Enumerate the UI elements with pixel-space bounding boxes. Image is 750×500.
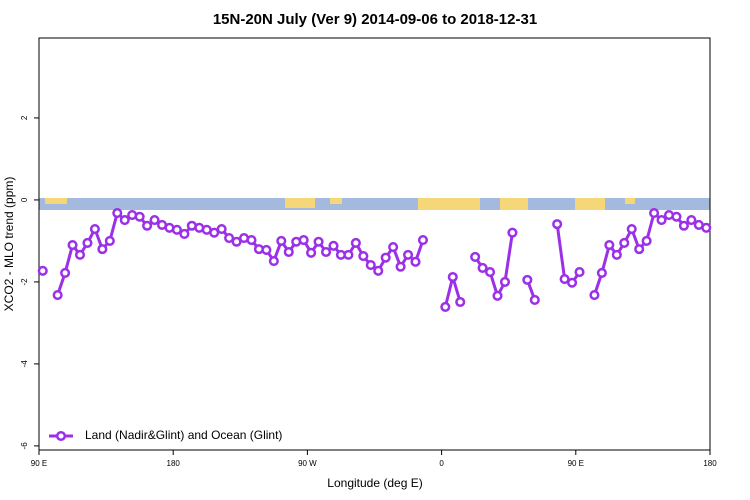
data-point (149, 214, 160, 226)
data-point (231, 236, 242, 247)
data-point (492, 290, 503, 301)
data-point (119, 214, 130, 226)
data-point (306, 247, 317, 258)
data-point (373, 265, 384, 276)
data-point (179, 228, 190, 240)
data-point (455, 296, 466, 308)
data-point (276, 235, 287, 246)
data-point (52, 289, 63, 301)
data-point (522, 274, 533, 285)
data-point (410, 256, 421, 267)
data-point (112, 207, 123, 219)
data-point (574, 267, 585, 278)
data-point (37, 265, 48, 276)
x-tick-label: 0 (439, 459, 444, 468)
data-point (507, 227, 518, 238)
y-tick-label: -4 (20, 360, 29, 368)
x-tick-label: 180 (167, 459, 181, 468)
data-point (171, 224, 182, 235)
data-point (313, 236, 324, 247)
x-tick-label: 90 E (568, 459, 584, 468)
data-point (678, 220, 689, 231)
data-point (619, 237, 630, 249)
data-point (67, 239, 78, 251)
data-point (365, 260, 376, 271)
data-point (477, 262, 488, 274)
x-tick-label: 90 E (31, 459, 47, 468)
data-point (395, 261, 406, 272)
data-point (142, 220, 153, 231)
data-point (380, 252, 391, 263)
data-point (268, 255, 279, 267)
data-point (134, 211, 145, 222)
data-point (701, 222, 712, 233)
data-point (604, 239, 615, 251)
data-point (470, 251, 481, 262)
y-tick-label: 2 (20, 115, 29, 120)
x-tick-label: 180 (703, 459, 717, 468)
data-point (552, 219, 563, 230)
data-point (350, 237, 361, 249)
data-point (611, 249, 622, 260)
data-point (559, 274, 570, 285)
plot-frame (38, 37, 711, 451)
data-point (447, 271, 458, 283)
data-point (82, 237, 93, 249)
data-point (671, 211, 682, 222)
x-axis-label: Longitude (deg E) (327, 476, 422, 490)
data-point (686, 214, 697, 226)
y-tick-label: -2 (20, 278, 29, 286)
y-tick-label: 0 (20, 197, 29, 202)
legend-label: Land (Nadir&Glint) and Ocean (Glint) (85, 428, 282, 442)
data-point (97, 244, 108, 255)
data-point (388, 242, 399, 253)
data-point (529, 294, 540, 306)
map-strip (39, 198, 710, 210)
data-point (89, 223, 100, 235)
x-tick-label: 90 W (298, 459, 317, 468)
data-point (440, 301, 451, 312)
data-point (485, 267, 496, 278)
data-point (298, 235, 309, 246)
data-point (224, 233, 235, 244)
data-point (589, 289, 600, 301)
data-point (567, 277, 578, 288)
data-point (328, 240, 339, 251)
data-point (649, 207, 660, 219)
data-point (343, 249, 354, 260)
y-tick-label: -6 (20, 442, 29, 450)
data-point (626, 223, 637, 235)
data-point (417, 235, 429, 246)
data-point (104, 235, 115, 246)
data-point (74, 249, 86, 260)
data-point (358, 251, 369, 262)
data-point (656, 214, 667, 226)
data-point (320, 246, 332, 258)
data-point (209, 227, 220, 238)
data-point (641, 235, 652, 246)
data-point (216, 223, 227, 235)
data-point (499, 276, 511, 287)
data-point (60, 267, 71, 278)
legend-marker (55, 430, 67, 442)
data-point (261, 244, 272, 255)
data-point (596, 267, 607, 278)
data-point (246, 235, 257, 246)
data-point (634, 244, 645, 255)
chart-title: 15N-20N July (Ver 9) 2014-09-06 to 2018-… (213, 11, 537, 28)
data-point (283, 246, 294, 258)
data-point (403, 249, 414, 260)
y-axis-label: XCO2 - MLO trend (ppm) (2, 177, 16, 312)
